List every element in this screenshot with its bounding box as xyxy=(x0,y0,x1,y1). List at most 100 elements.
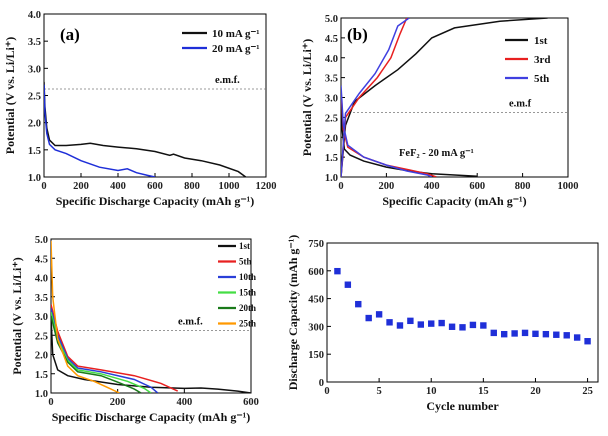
condition-annotation: FeF₂ - 20 mA g⁻¹ xyxy=(399,148,474,159)
x-tick-label: 10 xyxy=(426,386,437,397)
y-tick-label: 4.0 xyxy=(325,54,338,65)
data-point xyxy=(365,314,372,322)
data-point xyxy=(428,320,435,327)
chart-panel-2: 0 200 400 600 800 1000 1.0 1.5 2.0 2.5 3.0 3.5 4.0 4.… xyxy=(300,14,579,208)
x-tick-label: 1000 xyxy=(219,181,240,192)
x-tick-label: 200 xyxy=(110,397,126,408)
chart-panel-1: 0 200 400 600 800 1000 1200 1.0 1.5 2.0 2.5 3.0 3.5 4… xyxy=(3,10,277,208)
data-point xyxy=(521,329,529,337)
y-axis-label: Potential (V vs. Li/Li⁺) xyxy=(10,257,24,374)
y-tick-label: 600 xyxy=(308,267,324,278)
legend-label: 25th xyxy=(239,319,256,329)
x-tick-label: 0 xyxy=(324,386,329,397)
data-point xyxy=(553,331,560,338)
legend-label: 20 mA g⁻¹ xyxy=(212,43,260,55)
legend-label: 15th xyxy=(239,288,256,298)
y-tick-label: 1.5 xyxy=(325,153,338,164)
legend-label: 5th xyxy=(239,257,252,267)
x-tick-label: 5 xyxy=(376,386,381,397)
y-tick-label: 3.0 xyxy=(325,94,338,105)
y-tick-label: 4.0 xyxy=(35,274,48,285)
x-tick-label: 600 xyxy=(147,181,163,192)
data-point xyxy=(355,300,362,308)
x-tick-label: 800 xyxy=(515,181,531,192)
y-tick-label: 5.0 xyxy=(325,14,338,25)
x-tick-label: 800 xyxy=(184,181,200,192)
y-tick-label: 2.5 xyxy=(28,92,41,103)
x-tick-label: 200 xyxy=(73,181,89,192)
data-point xyxy=(584,338,591,345)
legend-label: 5th xyxy=(534,73,549,85)
chart-panel-3: 0 200 400 600 1.0 1.5 2.0 2.5 3.0 3.5 4.0 4.5 5.0 Spe… xyxy=(10,235,259,424)
y-tick-label: 0 xyxy=(319,378,324,389)
y-tick-label: 450 xyxy=(308,295,324,306)
y-tick-label: 4.5 xyxy=(325,34,338,45)
x-tick-label: 600 xyxy=(469,181,485,192)
data-point xyxy=(469,321,477,329)
x-axis-label: Cycle number xyxy=(426,399,499,413)
y-tick-label: 2.5 xyxy=(35,331,48,342)
data-point xyxy=(438,319,445,327)
series-line xyxy=(51,315,142,393)
x-tick-label: 400 xyxy=(110,181,126,192)
emf-label: e.m.f. xyxy=(178,317,203,328)
data-point xyxy=(375,311,383,318)
emf-label: e.m.f xyxy=(509,99,532,110)
x-axis-label: Specific Discharge Capacity (mAh g⁻¹) xyxy=(52,410,251,424)
data-point xyxy=(532,330,539,338)
y-tick-label: 3.5 xyxy=(28,37,41,48)
data-point xyxy=(417,321,425,328)
data-point xyxy=(344,281,352,288)
x-tick-label: 0 xyxy=(41,181,46,192)
discharge-curve xyxy=(341,89,478,177)
y-tick-label: 1.5 xyxy=(35,370,48,381)
y-tick-label: 3.0 xyxy=(35,312,48,323)
emf-label: e.m.f. xyxy=(215,75,240,86)
y-tick-label: 1.5 xyxy=(28,146,41,157)
x-tick-label: 400 xyxy=(424,181,440,192)
data-point xyxy=(459,324,466,331)
y-tick-label: 4.5 xyxy=(35,254,48,265)
y-tick-label: 300 xyxy=(308,322,324,333)
legend-label: 20th xyxy=(239,303,256,313)
data-point xyxy=(334,267,341,275)
legend-label: 3rd xyxy=(534,54,551,66)
panel-tag: (b) xyxy=(347,25,368,44)
y-tick-label: 150 xyxy=(308,350,324,361)
data-point xyxy=(448,323,456,330)
y-axis-label: Discharge Capacity (mAh g⁻¹) xyxy=(286,235,300,391)
x-tick-label: 600 xyxy=(243,397,259,408)
data-point xyxy=(407,317,414,325)
x-axis-label: Specific Capacity (mAh g⁻¹) xyxy=(382,194,526,208)
y-tick-label: 4.0 xyxy=(28,10,41,21)
charge-curve xyxy=(341,18,548,177)
y-tick-label: 3.5 xyxy=(35,293,48,304)
series-line xyxy=(51,315,251,393)
x-tick-label: 20 xyxy=(530,386,541,397)
y-axis-label: Potential (V vs. Li/Li⁺) xyxy=(300,39,314,156)
series-line xyxy=(44,84,156,177)
data-point xyxy=(563,332,570,339)
legend-label: 1st xyxy=(239,241,250,251)
y-tick-label: 3.0 xyxy=(28,64,41,75)
legend-label: 10 mA g⁻¹ xyxy=(212,28,260,40)
plot-frame xyxy=(326,242,599,383)
data-point xyxy=(500,330,508,338)
legend-label: 1st xyxy=(534,35,548,47)
x-tick-label: 1200 xyxy=(256,181,277,192)
charge-curve xyxy=(341,18,410,177)
x-axis-label: Specific Discharge Capacity (mAh g⁻¹) xyxy=(56,194,255,208)
series-line xyxy=(51,240,120,393)
series-line xyxy=(51,304,179,392)
x-tick-label: 0 xyxy=(338,181,343,192)
y-tick-label: 5.0 xyxy=(35,235,48,246)
x-tick-label: 25 xyxy=(582,386,593,397)
data-point xyxy=(573,334,581,341)
data-point xyxy=(542,330,550,338)
x-tick-label: 0 xyxy=(48,397,53,408)
series-line xyxy=(51,308,159,393)
y-tick-label: 1.0 xyxy=(325,173,338,184)
y-tick-label: 2.0 xyxy=(28,119,41,130)
x-tick-label: 200 xyxy=(379,181,395,192)
